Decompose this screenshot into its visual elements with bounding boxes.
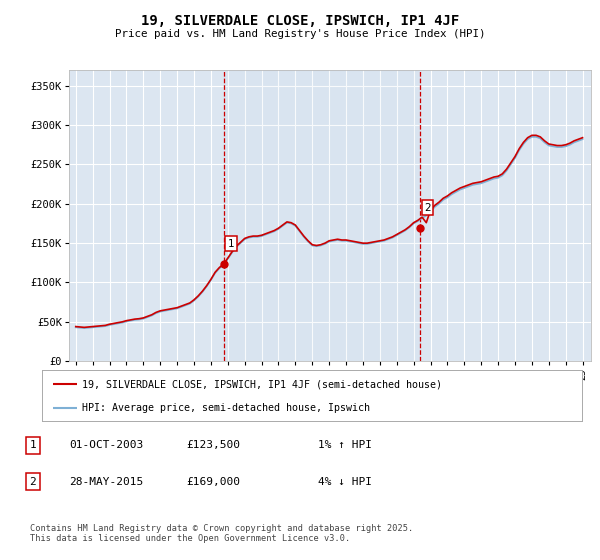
Text: £123,500: £123,500 (186, 440, 240, 450)
Text: 2: 2 (424, 203, 431, 213)
Text: £169,000: £169,000 (186, 477, 240, 487)
Text: Price paid vs. HM Land Registry's House Price Index (HPI): Price paid vs. HM Land Registry's House … (115, 29, 485, 39)
Text: 19, SILVERDALE CLOSE, IPSWICH, IP1 4JF (semi-detached house): 19, SILVERDALE CLOSE, IPSWICH, IP1 4JF (… (83, 379, 443, 389)
Text: 28-MAY-2015: 28-MAY-2015 (69, 477, 143, 487)
Text: 2: 2 (29, 477, 37, 487)
Text: Contains HM Land Registry data © Crown copyright and database right 2025.
This d: Contains HM Land Registry data © Crown c… (30, 524, 413, 543)
Text: HPI: Average price, semi-detached house, Ipswich: HPI: Average price, semi-detached house,… (83, 403, 371, 413)
Text: 1% ↑ HPI: 1% ↑ HPI (318, 440, 372, 450)
Bar (224, 70, 420, 361)
Text: 1: 1 (228, 239, 235, 249)
Text: 19, SILVERDALE CLOSE, IPSWICH, IP1 4JF: 19, SILVERDALE CLOSE, IPSWICH, IP1 4JF (141, 14, 459, 28)
Text: 1: 1 (29, 440, 37, 450)
Text: 4% ↓ HPI: 4% ↓ HPI (318, 477, 372, 487)
Text: 01-OCT-2003: 01-OCT-2003 (69, 440, 143, 450)
